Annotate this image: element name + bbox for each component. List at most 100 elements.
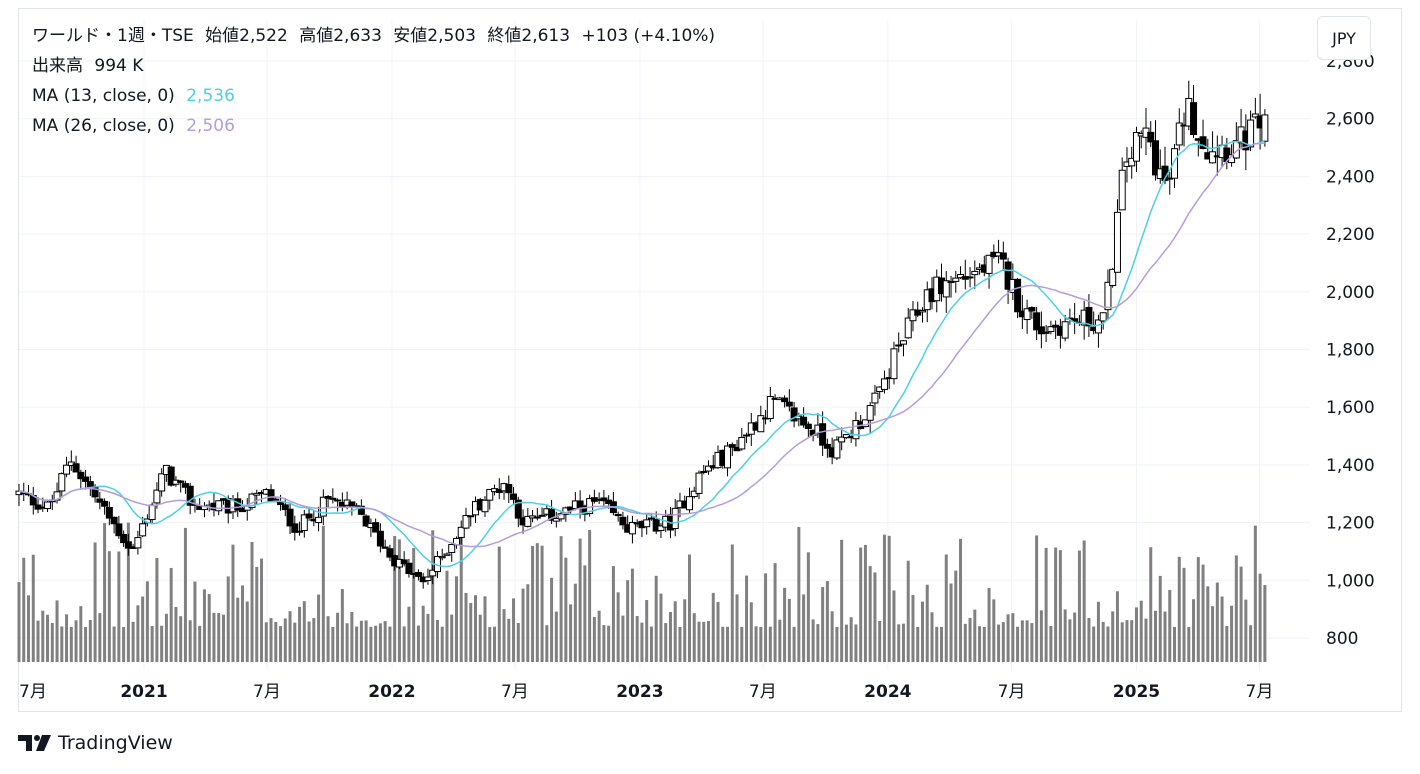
volume-bar <box>540 545 544 662</box>
candle-up <box>1061 321 1069 339</box>
volume-bar <box>1125 620 1129 662</box>
volume-bar <box>1258 573 1262 662</box>
candle-up <box>552 517 560 522</box>
volume-bar <box>678 626 682 662</box>
volume-bar <box>573 583 577 662</box>
volume-bar <box>288 611 292 662</box>
candle-up <box>438 556 446 559</box>
symbol-title[interactable]: ワールド・1週・TSE <box>32 26 194 46</box>
candle-up <box>1128 157 1136 167</box>
volume-bar <box>692 613 696 662</box>
candle-up <box>895 344 903 347</box>
currency-button[interactable]: JPY <box>1317 16 1371 60</box>
candle-down <box>405 562 413 575</box>
candle-up <box>685 496 693 511</box>
volume-bar <box>802 594 806 662</box>
change-value: +103 (+4.10%) <box>581 26 716 46</box>
candle-down <box>82 476 90 482</box>
candle-down <box>400 559 408 565</box>
volume-bar <box>531 545 535 662</box>
volume-bar <box>702 621 706 662</box>
volume-bar <box>126 522 130 662</box>
volume-bar <box>150 626 154 662</box>
volume-bar <box>944 554 948 662</box>
x-tick-label: 7月 <box>19 682 47 702</box>
volume-bar <box>136 605 140 662</box>
volume-bar <box>649 626 653 662</box>
volume-bar <box>1120 622 1124 662</box>
x-tick-label: 7月 <box>501 682 529 702</box>
candle-up <box>158 473 166 492</box>
tradingview-logo-icon <box>18 735 51 751</box>
candle-up <box>1247 119 1255 148</box>
volume-bar <box>754 626 758 662</box>
volume-bar <box>407 606 411 662</box>
volume-bar <box>749 602 753 662</box>
volume-bar <box>493 626 497 662</box>
grid-lines <box>19 20 1310 670</box>
candle-down <box>1028 307 1036 312</box>
ma26-legend[interactable]: MA (26, close, 0) 2,506 <box>32 111 241 141</box>
volume-bar <box>1068 619 1072 662</box>
volume-bar <box>526 584 530 662</box>
volume-bar <box>640 622 644 662</box>
candle-down <box>1033 312 1041 331</box>
candle-down <box>533 516 541 519</box>
volume-bar <box>1058 550 1062 662</box>
volume-bar <box>668 612 672 662</box>
candle-up <box>457 526 465 538</box>
volume-bar <box>103 523 107 662</box>
volume-bar <box>279 626 283 662</box>
candle-down <box>505 484 513 494</box>
volume-bar <box>1011 613 1015 662</box>
volume-bar <box>459 538 463 662</box>
volume-bar <box>350 611 354 662</box>
candle-up <box>985 254 993 274</box>
volume-bar <box>1049 625 1053 662</box>
tradingview-brand[interactable]: TradingView <box>18 732 173 754</box>
candle-down <box>357 505 365 515</box>
volume-bar <box>331 626 335 662</box>
candle-up <box>743 434 751 437</box>
volume-bar <box>535 543 539 662</box>
volume-bar <box>1263 585 1267 662</box>
candle-up <box>904 317 912 339</box>
price-axis[interactable]: 800 1,000 1,200 1,400 1,600 1,800 2,000 2,200 2,… <box>1326 52 1375 649</box>
ma26-label: MA (26, close, 0) <box>32 116 175 136</box>
volume-bar <box>269 618 273 662</box>
x-tick-label: 2025 <box>1113 682 1160 702</box>
volume-bar <box>260 558 264 662</box>
candle-down <box>281 504 289 511</box>
candle-down <box>1147 131 1155 143</box>
volume-bar <box>911 595 915 662</box>
volume-bar <box>65 614 69 662</box>
volume-bar <box>982 626 986 662</box>
volume-bar <box>369 626 373 662</box>
time-axis[interactable]: 7月 2021 7月 2022 7月 2023 7月 2024 7月 2025 7月 <box>19 682 1273 702</box>
x-tick-label: 2023 <box>616 682 663 702</box>
candle-down <box>800 416 808 426</box>
volume-bar <box>1130 620 1134 662</box>
volume-bar <box>435 619 439 662</box>
ma26-value: 2,506 <box>186 116 235 136</box>
x-tick-label: 7月 <box>253 682 281 702</box>
candle-down <box>115 523 123 537</box>
candle-up <box>738 436 746 450</box>
volume-bar <box>1234 555 1238 662</box>
volume-bar <box>412 547 416 662</box>
volume-bar <box>1134 607 1138 662</box>
candle-down <box>291 523 299 533</box>
candle-down <box>467 515 475 518</box>
volume-bar <box>787 599 791 662</box>
y-tick-label: 2,400 <box>1326 167 1375 187</box>
candle-up <box>700 470 708 473</box>
candle-down <box>181 483 189 488</box>
volume-value: 994 K <box>94 56 144 76</box>
candle-up <box>429 569 437 577</box>
volume-bar <box>768 626 772 662</box>
candle-down <box>101 500 109 507</box>
volume-bar <box>554 611 558 662</box>
ma13-legend[interactable]: MA (13, close, 0) 2,536 <box>32 81 241 111</box>
low-value: 安値2,503 <box>393 26 476 46</box>
